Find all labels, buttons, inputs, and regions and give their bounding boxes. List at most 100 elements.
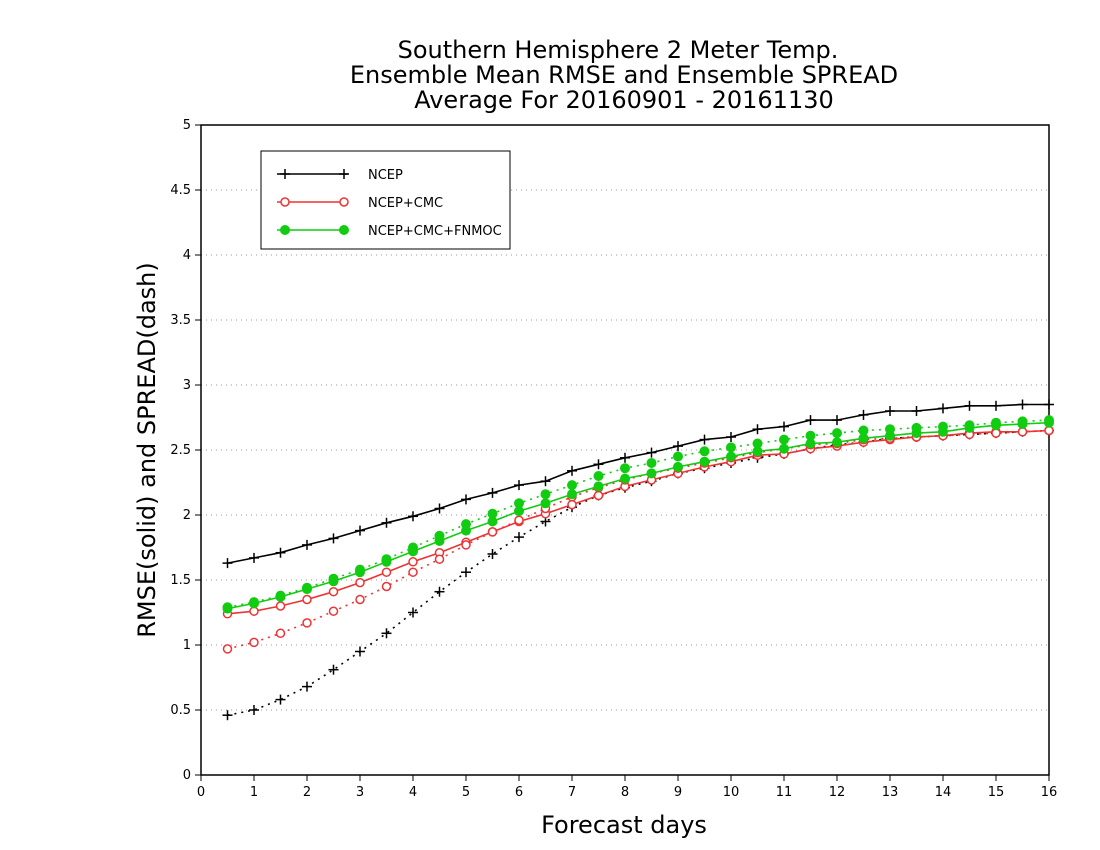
- rmse-point-ncep-cmc-fnmoc: [540, 498, 551, 509]
- legend-label: NCEP: [368, 168, 403, 183]
- rmse-point-ncep: [434, 503, 445, 514]
- rmse-point-ncep: [567, 465, 577, 476]
- rmse-point-ncep: [726, 432, 736, 442]
- spread-point-ncep-cmc-fnmoc: [434, 530, 445, 541]
- legend-box: [260, 150, 511, 250]
- y-tick-label: 4: [183, 248, 191, 263]
- y-tick-label: 5: [183, 118, 191, 133]
- series-lines: [222, 399, 1054, 721]
- spread-point-ncep-cmc-fnmoc: [249, 597, 259, 608]
- rmse-point-ncep-cmc: [567, 499, 577, 510]
- spread-point-ncep-cmc-fnmoc: [911, 422, 922, 433]
- y-tick-label: 0.5: [170, 703, 191, 718]
- spread-point-ncep-cmc-fnmoc: [381, 554, 392, 565]
- title-line-1: Southern Hemisphere 2 Meter Temp.: [398, 36, 839, 64]
- legend-label: NCEP+CMC+FNMOC: [368, 224, 502, 239]
- spread-point-ncep-cmc-fnmoc: [328, 573, 339, 584]
- series-ncep-cmc-fnmoc: [222, 415, 1054, 614]
- spread-point-ncep: [487, 549, 498, 559]
- spread-point-ncep-cmc: [461, 540, 471, 550]
- legend-item-ncep-cmc-fnmoc: NCEP+CMC+FNMOC: [277, 224, 502, 239]
- spread-point-ncep-cmc-fnmoc: [222, 602, 233, 613]
- y-tick-label: 1.5: [170, 573, 191, 588]
- spread-point-ncep-cmc: [487, 527, 498, 537]
- x-tick-label: 12: [829, 785, 846, 800]
- spread-point-ncep-cmc: [381, 581, 392, 592]
- rmse-point-ncep: [328, 533, 339, 544]
- spread-point-ncep-cmc-fnmoc: [646, 458, 657, 468]
- legend-item-ncep: NCEP: [277, 168, 403, 183]
- x-tick-label: 3: [356, 785, 364, 800]
- spread-point-ncep-cmc-fnmoc: [938, 421, 948, 432]
- rmse-point-ncep: [593, 459, 604, 470]
- chart-title: Southern Hemisphere 2 Meter Temp. Ensemb…: [350, 36, 898, 114]
- spread-point-ncep-cmc: [408, 567, 418, 577]
- y-axis-label: RMSE(solid) and SPREAD(dash): [133, 262, 161, 638]
- rmse-point-ncep-cmc-fnmoc: [620, 473, 630, 484]
- spread-point-ncep-cmc: [514, 515, 524, 525]
- spread-point-ncep-cmc-fnmoc: [779, 434, 789, 445]
- spread-point-ncep-cmc: [991, 428, 1001, 438]
- spread-point-ncep-cmc: [275, 628, 286, 639]
- x-tick-label: 11: [776, 785, 793, 800]
- spread-point-ncep-cmc: [302, 618, 312, 628]
- series-ncep: [222, 399, 1054, 721]
- spread-point-ncep-cmc-fnmoc: [805, 430, 816, 441]
- x-tick-label: 7: [568, 785, 576, 800]
- rmse-point-ncep-cmc: [275, 601, 286, 611]
- spread-point-ncep-cmc-fnmoc: [487, 508, 498, 519]
- legend-marker: [280, 225, 290, 235]
- title-line-3: Average For 20160901 - 20161130: [414, 86, 834, 114]
- x-tick-label: 10: [723, 785, 740, 800]
- spread-point-ncep-cmc-fnmoc: [726, 442, 736, 453]
- legend-marker: [339, 225, 349, 235]
- rmse-point-ncep: [381, 517, 392, 528]
- rmse-line-ncep-cmc: [227, 429, 1050, 615]
- y-tick-label: 2: [183, 508, 191, 523]
- rmse-point-ncep: [699, 434, 710, 445]
- spread-point-ncep-cmc-fnmoc: [408, 542, 418, 553]
- rmse-point-ncep-cmc: [593, 490, 604, 501]
- spread-point-ncep-cmc-fnmoc: [1017, 416, 1028, 427]
- spread-point-ncep: [381, 628, 392, 639]
- spread-point-ncep: [434, 586, 445, 597]
- rmse-point-ncep: [646, 447, 657, 458]
- x-tick-label: 13: [882, 785, 899, 800]
- x-tick-label: 1: [250, 785, 258, 800]
- rmse-point-ncep: [408, 511, 418, 522]
- spread-point-ncep-cmc: [328, 606, 339, 616]
- rmse-point-ncep-cmc-fnmoc: [673, 461, 683, 472]
- spread-point-ncep-cmc: [222, 644, 233, 654]
- axis-ticks: 00.511.522.533.544.550 1 2 3 4 5 6 7 8 9 10 11 12 13 1…: [170, 118, 1057, 800]
- rmse-point-ncep: [355, 525, 365, 536]
- spread-point-ncep: [514, 532, 524, 543]
- x-tick-label: 6: [515, 785, 523, 800]
- series-ncep-cmc: [222, 425, 1054, 654]
- rmse-point-ncep: [222, 558, 233, 569]
- legend-label: NCEP+CMC: [368, 196, 443, 211]
- rmse-point-ncep-cmc: [408, 557, 418, 567]
- spread-point-ncep: [355, 646, 365, 657]
- spread-point-ncep-cmc-fnmoc: [540, 489, 551, 500]
- spread-point-ncep-cmc-fnmoc: [593, 471, 604, 481]
- rmse-point-ncep: [938, 403, 948, 414]
- rmse-point-ncep: [302, 539, 312, 550]
- rmse-line-ncep-cmc-fnmoc: [227, 421, 1050, 610]
- legend-marker: [339, 197, 349, 207]
- spread-point-ncep-cmc-fnmoc: [1044, 415, 1054, 426]
- spread-point-ncep-cmc-fnmoc: [620, 463, 630, 474]
- gridlines: [201, 189, 1049, 711]
- spread-line-ncep-cmc-fnmoc: [227, 419, 1050, 609]
- rmse-point-ncep-cmc-fnmoc: [567, 489, 577, 500]
- legend: NCEP NCEP+CMC NCEP+CMC+FNMOC: [260, 150, 511, 250]
- spread-point-ncep-cmc-fnmoc: [514, 498, 524, 509]
- x-tick-label: 5: [462, 785, 470, 800]
- rmse-point-ncep: [275, 547, 286, 558]
- spread-point-ncep: [461, 567, 471, 578]
- x-tick-label: 0: [197, 785, 205, 800]
- legend-marker: [339, 169, 349, 179]
- spread-point-ncep-cmc-fnmoc: [275, 590, 286, 601]
- spread-point-ncep-cmc-fnmoc: [858, 425, 869, 436]
- y-tick-label: 1: [183, 638, 191, 653]
